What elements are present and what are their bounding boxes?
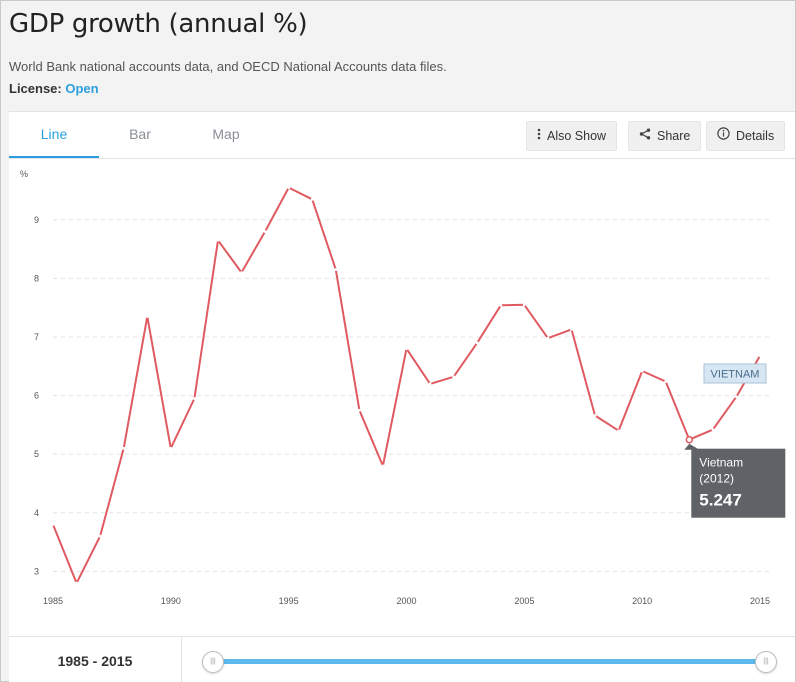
source-text: World Bank national accounts data, and O…	[9, 59, 447, 74]
tab-bar[interactable]: Bar	[129, 126, 151, 142]
data-point	[640, 369, 644, 373]
x-tick-label: 1990	[161, 596, 181, 606]
data-point	[711, 428, 715, 431]
range-separator: -	[92, 653, 98, 669]
y-tick-label: 7	[34, 332, 39, 342]
data-point	[499, 303, 503, 307]
data-point	[240, 271, 243, 274]
range-start: 1985	[57, 653, 89, 669]
tab-line[interactable]: Line	[9, 112, 99, 158]
also-show-label: Also Show	[547, 129, 607, 143]
series-label-vietnam: VIETNAM	[711, 369, 760, 381]
tooltip-pointer	[684, 443, 700, 450]
chart-panel: Line Bar Map Also Show Share Details % 3 4…	[9, 111, 795, 682]
tooltip-value: 5.247	[699, 491, 742, 510]
also-show-button[interactable]: Also Show	[526, 121, 618, 151]
tooltip-country: Vietnam	[699, 456, 743, 470]
data-point	[145, 315, 149, 318]
data-point	[452, 375, 456, 379]
data-point	[617, 429, 620, 433]
gdp-line-chart: % 3 4 5 6 7 8 9 1985 1990 1995 2000 2005 2010 2015 VIET…	[20, 169, 786, 606]
data-point	[98, 534, 102, 538]
data-point	[664, 380, 668, 383]
page-title: GDP growth (annual %)	[9, 9, 308, 39]
series-line-vietnam	[52, 186, 761, 585]
chart-tabs: Line Bar Map Also Show Share Details	[9, 112, 795, 159]
data-point	[310, 197, 314, 201]
x-tick-label: 2010	[632, 596, 652, 606]
data-point	[169, 446, 173, 450]
range-slider-end-handle[interactable]: |||	[755, 651, 777, 673]
data-point	[381, 464, 385, 468]
share-icon	[639, 122, 651, 150]
x-tick-label: 2000	[396, 596, 416, 606]
data-point	[216, 238, 220, 242]
data-point	[428, 382, 432, 386]
x-tick-label: 2015	[750, 596, 770, 606]
x-tick-label: 1985	[43, 596, 63, 606]
share-button[interactable]: Share	[628, 121, 702, 151]
y-tick-label: 5	[34, 449, 39, 459]
data-point	[593, 414, 597, 417]
highlighted-data-point	[685, 435, 694, 444]
y-tick-label: 9	[34, 215, 39, 225]
details-label: Details	[736, 129, 775, 143]
share-label: Share	[657, 129, 691, 143]
data-point	[357, 408, 361, 412]
tab-map[interactable]: Map	[212, 126, 240, 142]
range-slider-start-handle[interactable]: |||	[202, 651, 224, 673]
tooltip-box	[691, 448, 786, 518]
y-tick-label: 6	[34, 391, 39, 401]
data-point	[758, 354, 762, 358]
data-point	[475, 341, 479, 345]
data-point	[735, 395, 738, 399]
time-range-footer: 1985 - 2015 ||| |||	[9, 636, 795, 682]
tooltip-year: (2012)	[699, 472, 734, 486]
data-point	[51, 523, 55, 526]
data-point	[122, 446, 126, 450]
x-tick-label: 2005	[514, 596, 534, 606]
y-tick-label: 3	[34, 566, 39, 576]
data-point	[75, 581, 78, 585]
range-slider-track[interactable]	[216, 659, 764, 664]
y-tick-label: 8	[34, 273, 39, 283]
series-label-box	[703, 363, 767, 384]
info-icon	[717, 122, 730, 150]
kebab-icon	[537, 122, 541, 150]
details-button[interactable]: Details	[706, 121, 786, 151]
data-point	[522, 303, 526, 307]
license-label: License:	[9, 81, 62, 96]
y-axis-label: %	[20, 169, 28, 179]
license-link[interactable]: Open	[65, 81, 99, 96]
license-line: License: Open	[9, 81, 99, 96]
x-tick-label: 1995	[279, 596, 299, 606]
data-point	[546, 336, 550, 340]
year-range-label: 1985 - 2015	[9, 637, 182, 682]
range-end: 2015	[101, 653, 133, 669]
data-point	[405, 347, 408, 351]
data-point	[263, 230, 267, 233]
y-tick-label: 4	[34, 508, 39, 518]
data-point	[287, 186, 291, 189]
data-point	[570, 327, 573, 331]
data-point	[193, 397, 196, 400]
data-point	[334, 268, 338, 272]
